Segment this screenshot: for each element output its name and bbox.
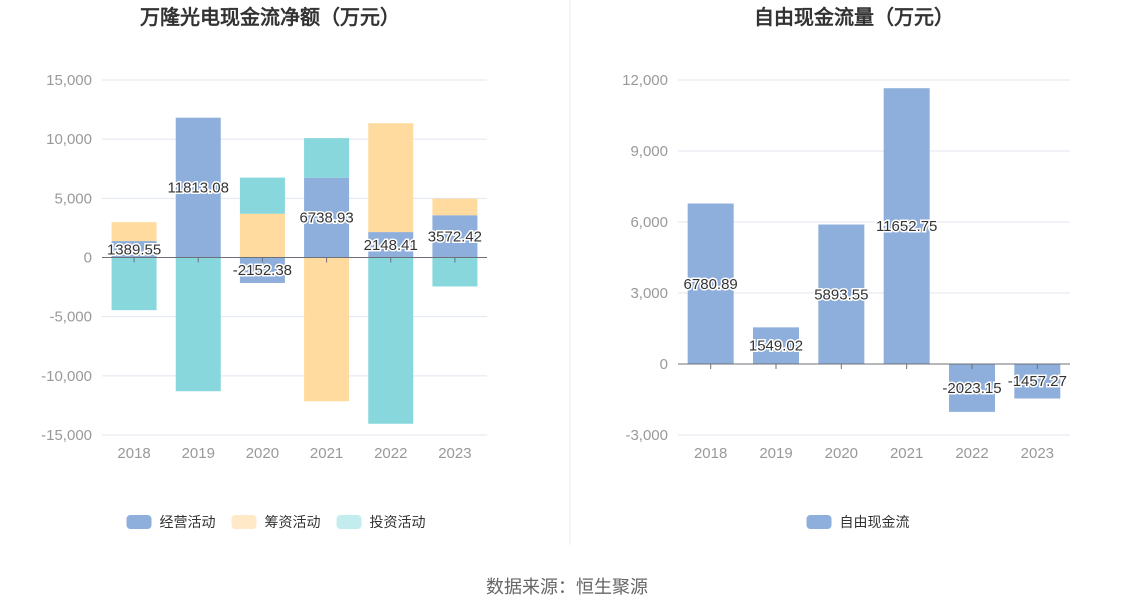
free-cashflow-legend: 自由现金流 xyxy=(806,514,910,530)
data-label: -2023.15 xyxy=(942,380,1001,397)
y-tick-label: 0 xyxy=(660,356,668,373)
y-tick-label: -15,000 xyxy=(41,427,92,444)
x-tick-label: 2022 xyxy=(955,445,988,462)
bar-筹资活动-2018 xyxy=(111,222,157,242)
data-label: 6738.93 xyxy=(299,210,353,227)
bar-经营活动-2022 xyxy=(368,232,414,258)
y-tick-label: 15,000 xyxy=(46,72,92,89)
x-tick-label: 2020 xyxy=(246,445,279,462)
legend-label-投资活动[interactable]: 投资活动 xyxy=(370,514,426,530)
bar-筹资活动-2022 xyxy=(368,123,414,233)
cashflow-stacked-bar-chart: 15,000 10,000 5,000 0 -5,000 -10,000 -15,000 20… xyxy=(41,72,487,462)
data-label: 11652.75 xyxy=(876,218,937,235)
data-source-note: 数据来源：恒生聚源 xyxy=(486,577,648,597)
x-tick-label: 2020 xyxy=(825,445,858,462)
legend-label-自由现金流[interactable]: 自由现金流 xyxy=(840,514,910,530)
chart-title-cashflow: 万隆光电现金流净额（万元） xyxy=(139,5,400,29)
data-label: 1389.55 xyxy=(107,241,161,258)
cashflow-legend: 经营活动 筹资活动 投资活动 xyxy=(126,514,426,530)
legend-label-筹资活动[interactable]: 筹资活动 xyxy=(265,514,321,530)
bar-投资活动-2018 xyxy=(111,257,157,311)
y-tick-label: 9,000 xyxy=(630,143,668,160)
data-label: -1457.27 xyxy=(1008,373,1067,390)
x-tick-label: 2019 xyxy=(182,445,215,462)
legend-label-经营活动[interactable]: 经营活动 xyxy=(160,514,216,530)
data-label: 2148.41 xyxy=(364,237,418,254)
bar-自由现金流-2021 xyxy=(883,88,930,364)
y-tick-label: 6,000 xyxy=(630,214,668,231)
bar-经营活动-2021 xyxy=(304,177,350,258)
y-tick-label: -5,000 xyxy=(49,309,92,326)
data-label: -2152.38 xyxy=(233,262,292,279)
bar-投资活动-2019 xyxy=(175,257,221,392)
y-tick-label: -10,000 xyxy=(41,368,92,385)
y-tick-label: 0 xyxy=(84,250,92,267)
bar-筹资活动-2023 xyxy=(432,198,478,216)
bar-自由现金流-2019 xyxy=(753,327,799,364)
data-label: 1549.02 xyxy=(749,338,803,355)
y-tick-label: -3,000 xyxy=(625,427,668,444)
legend-swatch-筹资活动[interactable] xyxy=(231,515,257,529)
bar-自由现金流-2020 xyxy=(818,224,865,364)
bar-投资活动-2021 xyxy=(304,138,350,178)
free-cashflow-bar-chart: 12,000 9,000 6,000 3,000 0 -3,000 2018 2019 2020… xyxy=(622,72,1070,462)
x-tick-label: 2019 xyxy=(759,445,792,462)
data-label: 6780.89 xyxy=(684,276,738,293)
bar-筹资活动-2020 xyxy=(239,213,285,258)
y-tick-label: 10,000 xyxy=(46,131,92,148)
legend-swatch-经营活动[interactable] xyxy=(126,515,152,529)
x-tick-label: 2018 xyxy=(694,445,727,462)
x-tick-label: 2021 xyxy=(890,445,923,462)
y-tick-label: 3,000 xyxy=(630,285,668,302)
bar-投资活动-2022 xyxy=(368,257,414,424)
bar-自由现金流-2022 xyxy=(949,364,995,412)
bar-筹资活动-2021 xyxy=(304,257,350,402)
legend-swatch-自由现金流[interactable] xyxy=(806,515,832,529)
x-tick-label: 2023 xyxy=(438,445,471,462)
x-tick-label: 2023 xyxy=(1021,445,1054,462)
bar-自由现金流-2023 xyxy=(1014,364,1061,399)
x-tick-label: 2018 xyxy=(117,445,150,462)
x-tick-label: 2021 xyxy=(310,445,343,462)
bar-投资活动-2020 xyxy=(239,177,285,214)
y-tick-label: 12,000 xyxy=(622,72,668,89)
data-label: 3572.42 xyxy=(428,228,482,245)
bar-自由现金流-2018 xyxy=(687,203,734,364)
y-tick-label: 5,000 xyxy=(54,190,92,207)
x-tick-label: 2022 xyxy=(374,445,407,462)
data-label: 5893.55 xyxy=(814,286,868,303)
bar-经营活动-2023 xyxy=(432,215,478,258)
bar-经营活动-2018 xyxy=(111,241,157,258)
bar-经营活动-2019 xyxy=(175,117,221,258)
chart-title-free-cashflow: 自由现金流量（万元） xyxy=(754,5,954,29)
legend-swatch-投资活动[interactable] xyxy=(336,515,362,529)
data-label: 11813.08 xyxy=(168,180,229,197)
